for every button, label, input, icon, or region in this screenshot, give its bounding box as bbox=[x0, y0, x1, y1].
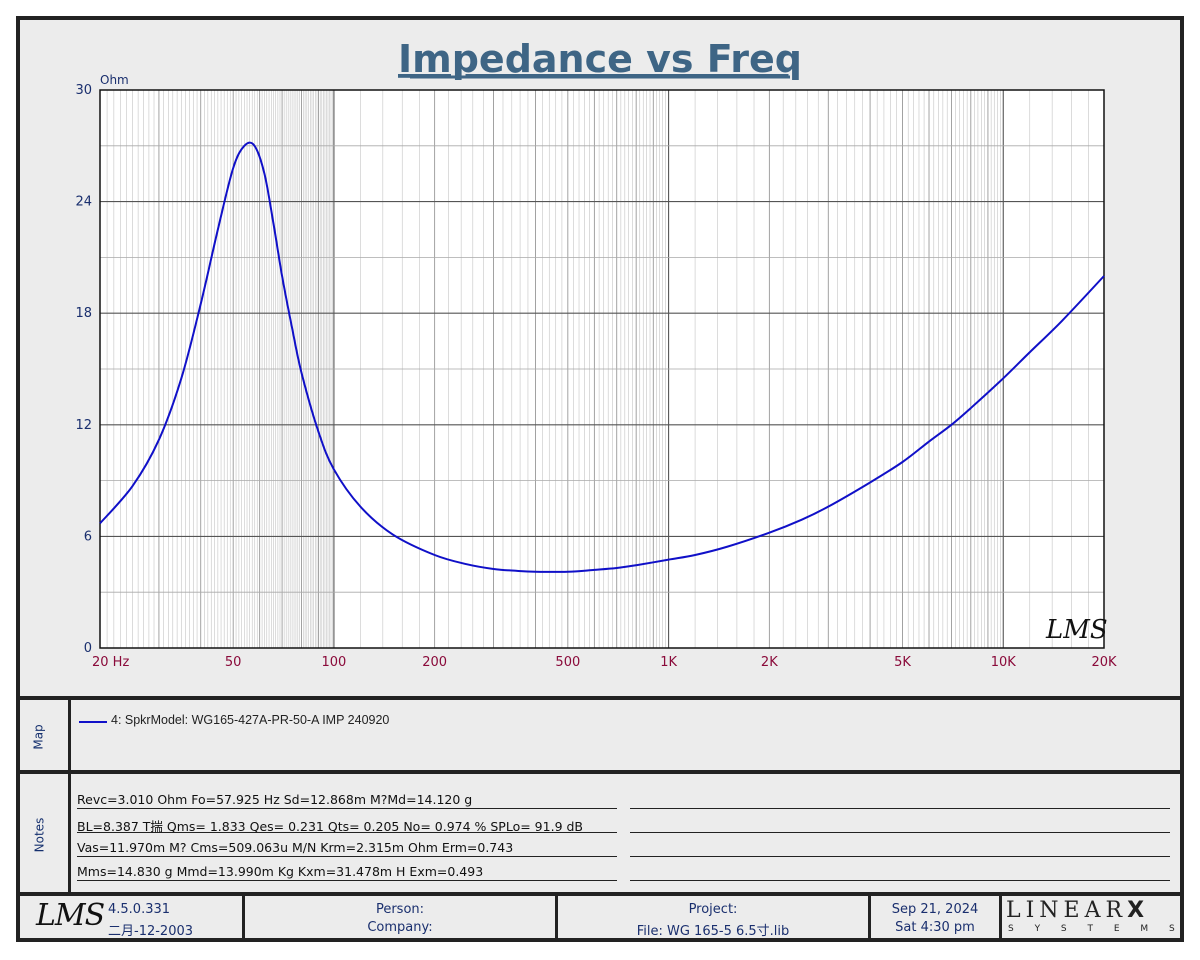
lms-watermark: LMS bbox=[1045, 615, 1108, 645]
plot-border bbox=[99, 89, 1105, 649]
x-tick-label: 20K bbox=[1091, 655, 1117, 670]
note-line-3: Vas=11.970m M? Cms=509.063u M/N Krm=2.31… bbox=[77, 840, 514, 855]
note-rule bbox=[77, 808, 617, 809]
y-tick-label: 24 bbox=[75, 195, 92, 210]
note-rule bbox=[77, 880, 617, 881]
brand-sub: S Y S T E M S bbox=[1008, 924, 1184, 934]
x-tick-label: 100 bbox=[322, 655, 347, 670]
legend-entry: 4: SpkrModel: WG165-427A-PR-50-A IMP 240… bbox=[111, 713, 390, 727]
note-rule bbox=[630, 856, 1170, 857]
footer-cell-date bbox=[871, 896, 1002, 938]
notes-side-label: Notes bbox=[32, 817, 47, 853]
lms-logo: LMS bbox=[36, 898, 105, 933]
person-label: Person: bbox=[375, 902, 425, 917]
brand-logo: LINEARX bbox=[1006, 898, 1144, 923]
note-rule bbox=[630, 808, 1170, 809]
note-line-4: Mms=14.830 g Mmd=13.990m Kg Kxm=31.478m … bbox=[77, 864, 484, 879]
footer-cell-person bbox=[245, 896, 558, 938]
chart-title: Impedance vs Freq bbox=[398, 37, 802, 81]
y-tick-label: 12 bbox=[75, 418, 92, 433]
legend-panel: Map 4: SpkrModel: WG165-427A-PR-50-A IMP… bbox=[20, 696, 1180, 774]
note-rule bbox=[630, 832, 1170, 833]
x-tick-label: 2K bbox=[761, 655, 778, 670]
legend-side-label: Map bbox=[31, 724, 46, 750]
legend-side-box bbox=[20, 700, 71, 770]
x-tick-label: 200 bbox=[422, 655, 447, 670]
x-tick-label: 5K bbox=[894, 655, 911, 670]
version-date: 二月-12-2003 bbox=[108, 924, 194, 939]
footer-cell-logo bbox=[20, 896, 245, 938]
y-axis-label: Ohm bbox=[100, 73, 129, 87]
footer: LMS 4.5.0.331 二月-12-2003 Person: Company… bbox=[20, 896, 1180, 939]
project-label: Project: bbox=[688, 902, 738, 917]
x-tick-label: 50 bbox=[225, 655, 242, 670]
date-label: Sep 21, 2024 bbox=[891, 902, 979, 917]
x-tick-label: 500 bbox=[555, 655, 580, 670]
legend-swatch bbox=[79, 721, 107, 723]
company-label: Company: bbox=[367, 920, 433, 935]
file-label: File: WG 165-5 6.5寸.lib bbox=[636, 924, 790, 939]
window-frame: Impedance vs Freq Ohm 0 6 12 18 24 30 20 Hz 50 100… bbox=[16, 16, 1184, 942]
note-line-2: BL=8.387 T揣 Qms= 1.833 Qes= 0.231 Qts= 0… bbox=[77, 819, 583, 834]
notes-panel: Notes Revc=3.010 Ohm Fo=57.925 Hz Sd=12.… bbox=[20, 774, 1180, 896]
note-line-1: Revc=3.010 Ohm Fo=57.925 Hz Sd=12.868m M… bbox=[77, 792, 473, 807]
y-tick-label: 30 bbox=[75, 83, 92, 98]
x-tick-label: 20 Hz bbox=[92, 655, 129, 670]
brand-x: X bbox=[1127, 898, 1145, 923]
note-rule bbox=[630, 880, 1170, 881]
notes-side-box bbox=[20, 774, 71, 892]
x-tick-label: 1K bbox=[660, 655, 677, 670]
note-rule bbox=[77, 856, 617, 857]
footer-cell-project bbox=[558, 896, 871, 938]
y-tick-label: 6 bbox=[84, 529, 92, 544]
brand-text: LINEAR bbox=[1006, 898, 1128, 923]
x-tick-label: 10K bbox=[991, 655, 1017, 670]
y-tick-label: 18 bbox=[75, 306, 92, 321]
version-text: 4.5.0.331 bbox=[108, 902, 171, 917]
impedance-curve bbox=[99, 141, 1105, 573]
time-label: Sat 4:30 pm bbox=[895, 920, 975, 935]
chart-area: Impedance vs Freq Ohm 0 6 12 18 24 30 20 Hz 50 100… bbox=[75, 37, 1117, 670]
y-tick-label: 0 bbox=[84, 641, 92, 656]
note-rule bbox=[77, 832, 617, 833]
